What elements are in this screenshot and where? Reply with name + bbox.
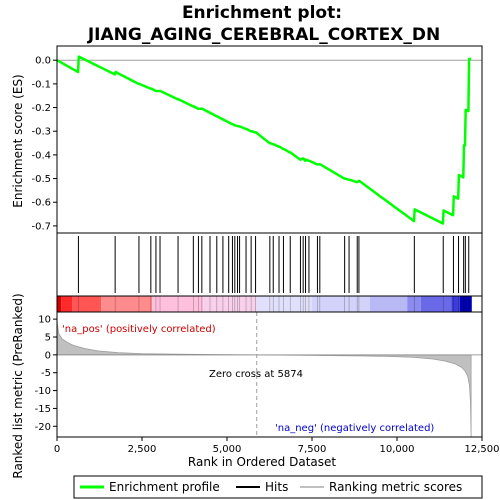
metric-y-tick-label: 5: [45, 333, 51, 344]
heatmap-bar: [56, 295, 483, 313]
metric-panel: 10 5 0 -5 -10 -15 -20: [35, 311, 483, 438]
es-y-tick-label: -0.7: [31, 221, 51, 232]
heatmap-segment: [312, 296, 370, 312]
x-tick-label: 0: [54, 444, 60, 455]
heatmap-segment: [420, 296, 452, 312]
es-y-tick-label: -0.3: [31, 127, 51, 138]
es-y-tick-label: -0.2: [31, 103, 51, 114]
heatmap-segment: [256, 296, 312, 312]
x-axis: 0 2,500 5,000 7,500 10,000 12,500: [54, 437, 500, 455]
y-axis-title-es: Enrichment score (ES): [11, 74, 25, 207]
es-y-tick-label: -0.5: [31, 174, 51, 185]
heatmap-segment: [451, 296, 460, 312]
metric-y-tick-label: -10: [35, 386, 51, 397]
x-tick-label: 7,500: [298, 444, 327, 455]
metric-y-tick-label: -5: [41, 368, 51, 379]
heatmap-segment: [61, 296, 73, 312]
heatmap-segment: [407, 296, 421, 312]
x-tick-label: 10,000: [380, 444, 415, 455]
chart-title-line1: Enrichment plot:: [182, 3, 342, 23]
chart-title-line2: JIANG_AGING_CEREBRAL_CORTEX_DN: [87, 25, 440, 45]
es-y-tick-label: -0.4: [31, 150, 51, 161]
heatmap-segment: [459, 296, 472, 312]
x-tick-label: 12,500: [465, 444, 500, 455]
pos-correlated-label: 'na_pos' (positively correlated): [62, 324, 216, 335]
heatmap-segment: [101, 296, 153, 312]
metric-panel-frame: [56, 311, 483, 438]
heatmap-segment: [203, 296, 257, 312]
legend: Enrichment profile Hits Ranking metric s…: [73, 475, 483, 499]
metric-plot-area: [57, 312, 482, 437]
enrichment-profile-line: [56, 55, 472, 225]
es-panel: 0.0 -0.1 -0.2 -0.3 -0.4 -0.5 -0.6 -0.7: [31, 45, 483, 234]
y-axis-title-metric: Ranked list metric (PreRanked): [11, 293, 25, 478]
legend-label-ranking: Ranking metric scores: [329, 480, 462, 494]
es-y-tick-label: -0.6: [31, 198, 51, 209]
es-y-tick-label: -0.1: [31, 79, 51, 90]
metric-y-tick-label: -20: [35, 422, 51, 433]
heatmap-segment: [369, 296, 408, 312]
heatmap-segment: [72, 296, 102, 312]
neg-correlated-label: 'na_neg' (negatively correlated): [275, 423, 434, 434]
legend-label-enrichment: Enrichment profile: [109, 480, 220, 494]
metric-y-tick-label: -15: [35, 404, 51, 415]
zero-cross-label: Zero cross at 5874: [209, 369, 303, 380]
hits-panel: [56, 232, 483, 297]
legend-label-hits: Hits: [265, 480, 288, 494]
x-axis-title: Rank in Ordered Dataset: [188, 455, 336, 469]
metric-y-tick-label: 0: [45, 350, 51, 361]
heatmap-segment: [57, 296, 62, 312]
es-y-tick-label: 0.0: [35, 56, 51, 67]
x-tick-label: 5,000: [213, 444, 242, 455]
legend-box: [73, 475, 483, 499]
heatmap-segment: [152, 296, 204, 312]
ranking-metric-area: [56, 320, 472, 438]
x-tick-label: 2,500: [128, 444, 157, 455]
metric-y-tick-label: 10: [38, 315, 51, 326]
